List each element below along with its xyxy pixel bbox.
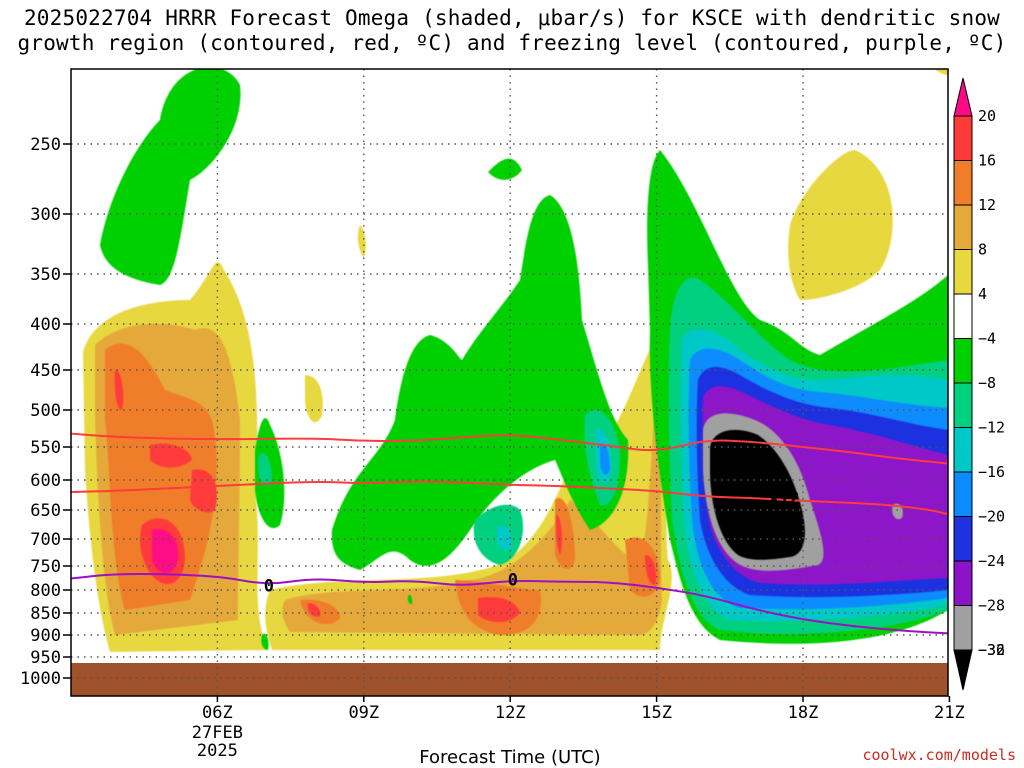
y-tick-label-850: 850 xyxy=(30,604,61,624)
green-region-small-3 xyxy=(407,594,413,605)
colorbar-band-6 xyxy=(953,382,973,428)
colorbar-label-12: −32 xyxy=(978,641,1005,659)
yellow-patch-mid xyxy=(305,375,323,423)
colorbar-band-4 xyxy=(953,293,973,339)
x-date-label-0: 27FEB xyxy=(192,723,243,743)
colorbar-band-0 xyxy=(953,115,973,161)
y-tick-label-400: 400 xyxy=(30,315,61,335)
yellow-patch-corner xyxy=(935,69,948,75)
y-tick-label-950: 950 xyxy=(30,648,61,668)
colorbar-band-9 xyxy=(953,516,973,562)
freezing-contour-label-2: 0 xyxy=(508,570,518,590)
contour-lines: -12 0 0 xyxy=(71,432,948,635)
dgz-contour-label: -12 xyxy=(769,489,800,509)
omega-field xyxy=(83,69,948,652)
colorbar-label-1: 16 xyxy=(978,152,996,170)
contour-line-1 xyxy=(71,432,948,465)
contour-line-0 xyxy=(71,480,948,516)
x-tick-label-18Z: 18Z xyxy=(788,703,819,723)
colorbar-label-8: −16 xyxy=(978,463,1005,481)
x-tick-label-06Z: 06Z xyxy=(202,703,233,723)
colorbar-cap-bottom xyxy=(953,649,973,691)
y-tick-label-800: 800 xyxy=(30,581,61,601)
y-tick-label-600: 600 xyxy=(30,471,61,491)
colorbar-legend: 20 16 12 8 4 −4 −8 −12 −16 −20 −24 −28 −32−36 xyxy=(953,77,1005,691)
red-region-left-1 xyxy=(150,443,192,468)
y-tick-label-350: 350 xyxy=(30,265,61,285)
freezing-contour-label-1: 0 xyxy=(264,577,274,597)
y-tick-label-750: 750 xyxy=(30,557,61,577)
colorbar-label-9: −20 xyxy=(978,508,1005,526)
orange-region-center xyxy=(300,498,660,635)
green-region-small-2 xyxy=(261,633,269,650)
colorbar-band-11 xyxy=(953,605,973,651)
colorbar-label-4: 4 xyxy=(978,285,987,303)
y-tick-label-250: 250 xyxy=(30,135,61,155)
colorbar-label-11: −28 xyxy=(978,597,1005,615)
chart-title: 2025022704 HRRR Forecast Omega (shaded, … xyxy=(0,6,1024,56)
red-region-left-3 xyxy=(114,370,124,410)
colorbar-label-3: 8 xyxy=(978,241,987,259)
x-tick-label-09Z: 09Z xyxy=(348,703,379,723)
green-region-small-4 xyxy=(488,158,522,180)
green-region-topleft xyxy=(100,69,241,285)
x-tick-label-12Z: 12Z xyxy=(495,703,526,723)
contour-line-2 xyxy=(71,573,948,635)
y-tick-label-900: 900 xyxy=(30,626,61,646)
colorbar-band-3 xyxy=(953,249,973,295)
y-tick-label-1000: 1000 xyxy=(20,669,61,689)
colorbar-cap-top xyxy=(953,77,973,117)
colorbar-band-5 xyxy=(953,338,973,384)
green-region-center xyxy=(331,195,629,570)
x-date-label-1: 2025 xyxy=(197,741,238,761)
colorbar-band-8 xyxy=(953,471,973,517)
pink-region-left xyxy=(152,529,179,574)
blue-region-center xyxy=(600,444,610,475)
colorbar-band-7 xyxy=(953,427,973,473)
x-tick-label-15Z: 15Z xyxy=(641,703,672,723)
colorbar-band-1 xyxy=(953,160,973,206)
y-tick-label-700: 700 xyxy=(30,530,61,550)
y-axis: 2503003504004505005506006507007508008509… xyxy=(20,135,71,689)
red-region-center xyxy=(307,515,657,623)
colorbar-label-2: 12 xyxy=(978,196,996,214)
y-tick-label-450: 450 xyxy=(30,361,61,381)
x-axis-title: Forecast Time (UTC) xyxy=(419,747,600,768)
cyan-region-center xyxy=(497,429,612,551)
colorbar-band-10 xyxy=(953,560,973,606)
y-tick-label-650: 650 xyxy=(30,501,61,521)
colorbar-label-0: 20 xyxy=(978,107,996,125)
credit-link[interactable]: coolwx.com/models xyxy=(862,746,1016,764)
y-tick-label-500: 500 xyxy=(30,401,61,421)
yellow-patch-right xyxy=(788,150,893,300)
teal-region-center-3 xyxy=(258,453,272,486)
red-region-left-2 xyxy=(190,469,217,513)
chart-title-line-2: growth region (contoured, red, ºC) and f… xyxy=(17,31,1007,55)
colorbar-label-6: −8 xyxy=(978,374,996,392)
colorbar-label-5: −4 xyxy=(978,330,996,348)
x-tick-label-21Z: 21Z xyxy=(934,703,965,723)
colorbar-label-last: −36 xyxy=(978,641,1005,659)
black-region-right xyxy=(710,429,805,560)
colorbar-label-10: −24 xyxy=(978,552,1005,570)
y-tick-label-300: 300 xyxy=(30,205,61,225)
y-tick-label-550: 550 xyxy=(30,438,61,458)
grid-lines xyxy=(71,69,948,696)
chart-title-line-1: 2025022704 HRRR Forecast Omega (shaded, … xyxy=(23,6,1001,30)
yellow-patch-upper xyxy=(357,225,366,258)
colorbar-label-7: −12 xyxy=(978,419,1005,437)
colorbar-band-2 xyxy=(953,204,973,250)
